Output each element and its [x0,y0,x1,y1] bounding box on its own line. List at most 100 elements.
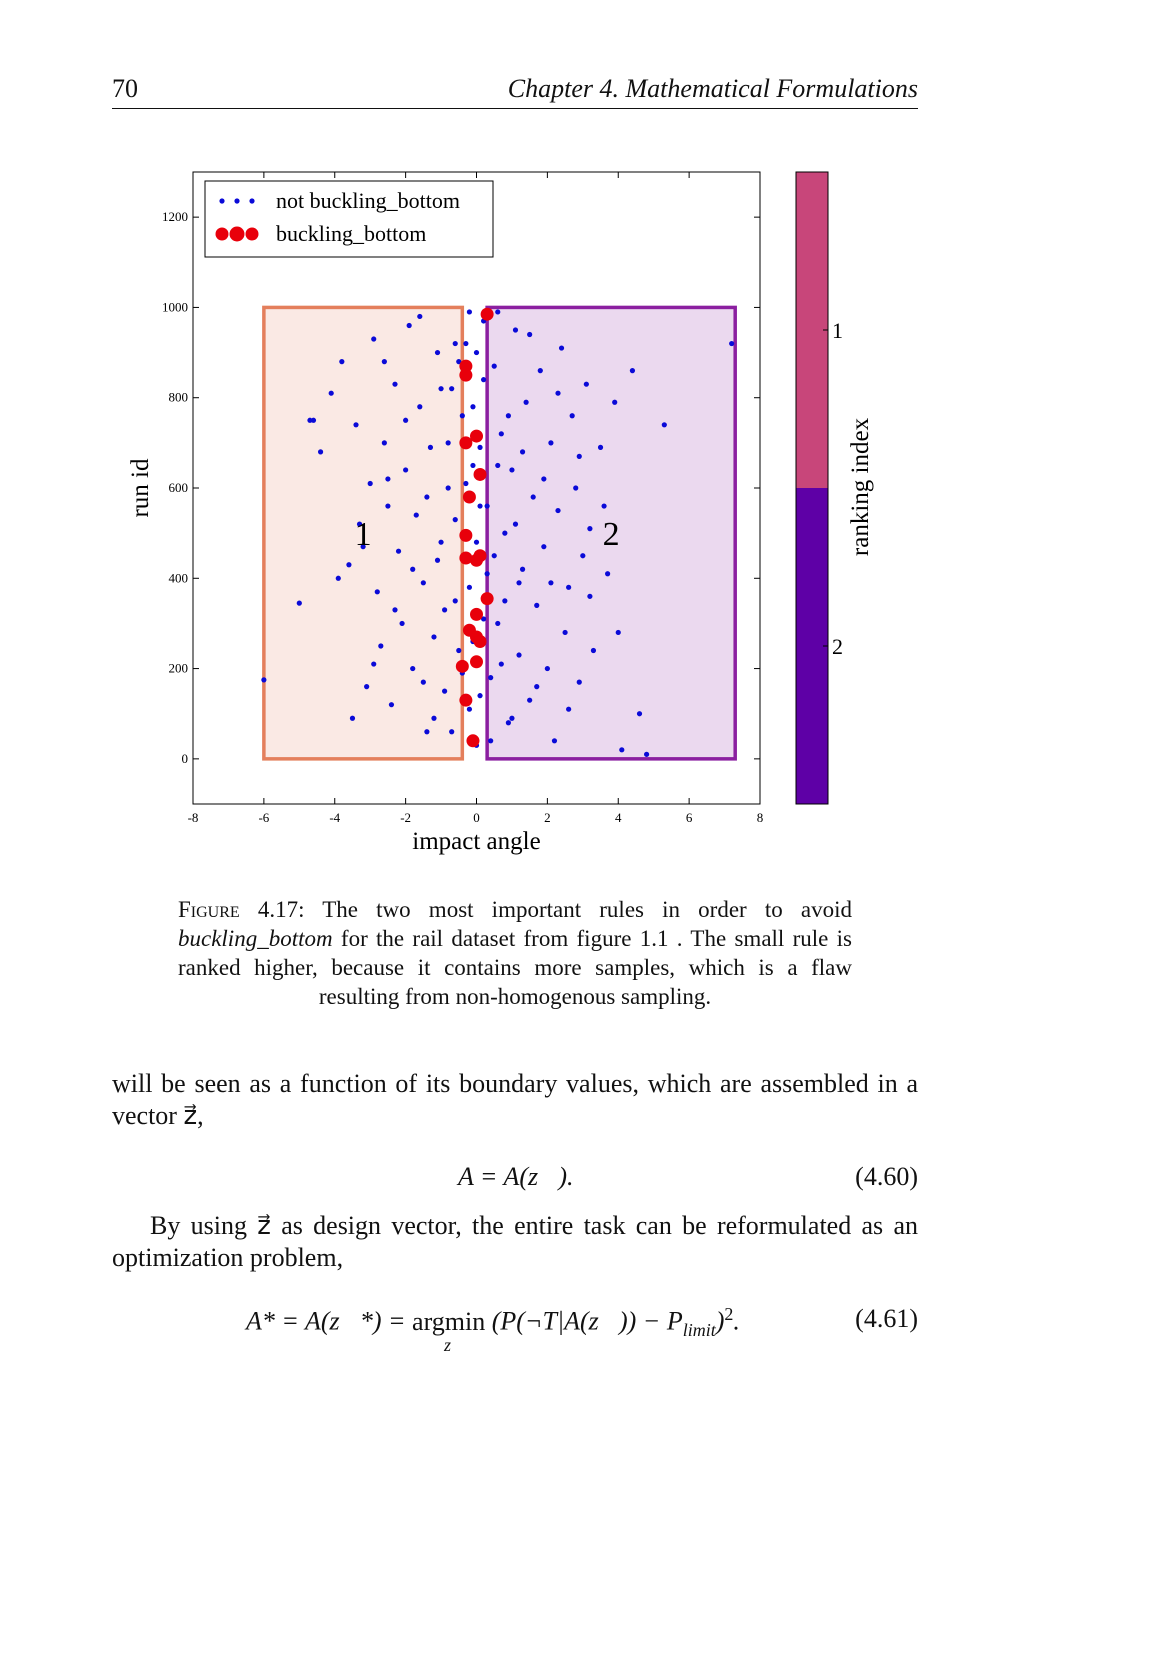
highlight-point [473,467,487,481]
x-tick-label: 4 [615,810,622,825]
point [484,503,490,509]
operator: argmin z⃗ [412,1307,485,1355]
region-label: 1 [355,516,372,553]
point [615,629,621,636]
x-tick-label: 0 [473,810,480,825]
point [548,580,554,586]
point [381,440,387,446]
point [371,661,377,667]
point [427,444,434,450]
point [449,386,455,392]
highlight-point [459,368,473,382]
point [413,512,419,518]
point [456,359,462,365]
point [619,747,625,753]
point [378,643,384,649]
highlight-point [459,693,473,707]
legend-marker [234,198,240,204]
point [509,467,515,473]
point [410,566,416,572]
point [452,517,458,523]
point [431,634,437,640]
highlight-point [480,307,494,321]
rule-region [262,305,465,761]
colorbar-segment [796,488,828,804]
y-tick-label: 600 [169,480,189,495]
point [480,377,487,383]
point [530,494,536,500]
point [488,675,494,681]
point [346,562,352,568]
x-tick-label: 6 [686,810,693,825]
point [644,751,650,757]
region-label: 2 [603,516,620,553]
point [442,688,448,694]
highlight-point [462,490,476,504]
highlight-point [470,429,483,443]
point [395,548,402,554]
legend-marker [215,227,229,241]
point [473,539,480,545]
point [580,553,586,559]
point [452,340,458,347]
highlight-point [466,734,480,748]
legend-marker [245,227,259,241]
point [456,647,462,654]
point [495,309,501,315]
point [541,476,547,482]
point [555,390,561,396]
plot-area [192,171,761,805]
point [296,600,302,606]
point [537,368,543,374]
point [353,422,359,428]
point [424,494,430,500]
highlight-point [459,436,473,450]
point [516,652,522,658]
point [505,413,511,419]
point [491,553,497,559]
legend-label: buckling_bottom [276,221,426,246]
colorbar-label: ranking index [847,417,874,556]
equation-part: ) [715,1306,725,1336]
point [502,530,508,536]
point [512,521,519,527]
point [512,327,519,333]
point [562,629,568,636]
point [558,345,565,351]
point [505,720,511,726]
y-tick-label: 0 [182,751,189,766]
x-tick-label: -6 [258,810,269,825]
point [612,399,618,405]
legend-marker [219,198,225,204]
x-tick-label: 8 [757,810,764,825]
page-number: 70 [112,74,138,103]
point [470,462,476,469]
highlight-point [459,528,473,542]
point [261,677,267,683]
point [523,399,529,405]
point [371,336,377,342]
point [477,693,483,699]
legend-marker [229,226,245,242]
point [605,571,611,577]
equation: A = A(z⃗). [458,1162,574,1191]
point [364,684,370,690]
point [597,444,604,450]
point [403,467,409,473]
point [495,462,501,469]
legend-label: not buckling_bottom [276,188,460,213]
y-tick-label: 1000 [162,299,188,314]
chart: -8 -6 -4 -2 0 2 4 6 8 0 200 400 600 800 1000 1200 impact… [127,171,874,855]
x-axis-label: impact angle [412,828,540,855]
equation-part: A* = A(z⃗*) = [246,1306,406,1336]
rule-region [485,305,737,761]
subscript: limit [682,1319,716,1340]
point [541,544,547,550]
point [360,544,366,550]
equation-part: (P(¬T|A(z⃗)) − P [491,1306,683,1336]
point [438,539,444,545]
chapter-title: Chapter 4. Mathematical Formulations [507,74,918,103]
point [551,738,558,744]
point [629,368,636,374]
x-tick-label: 2 [544,810,551,825]
